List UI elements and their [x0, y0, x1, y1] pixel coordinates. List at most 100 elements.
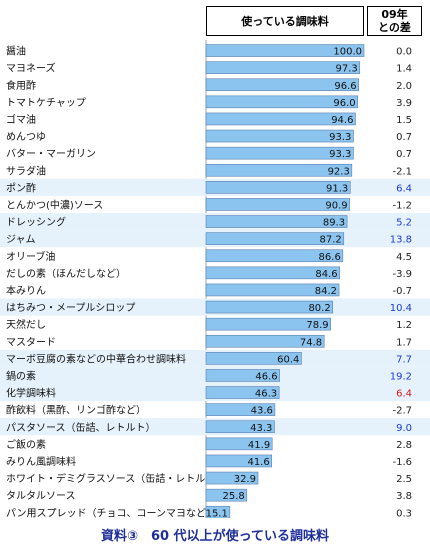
diff-value-label: 0.7: [396, 132, 412, 143]
bar-value-label: 90.9: [325, 200, 347, 211]
category-label: パン用スプレッド（チョコ、コーンマヨなど）: [6, 507, 216, 518]
category-label: 醤油: [6, 45, 26, 58]
bar-value-label: 96.6: [334, 81, 356, 92]
bar: [205, 78, 359, 92]
category-label: 化学調味料: [6, 387, 56, 400]
bar: [205, 420, 275, 434]
bar-value-label: 93.3: [329, 132, 351, 143]
diff-vs-2009-header: 09年 との差: [367, 6, 422, 36]
bar-value-label: 97.3: [335, 64, 357, 75]
diff-value-label: 0.3: [396, 508, 412, 518]
bar: [205, 403, 276, 416]
bar-value-label: 89.3: [323, 218, 345, 229]
diff-value-label: -2.1: [392, 166, 412, 177]
bar: [205, 454, 273, 468]
bar-value-label: 41.9: [248, 440, 270, 451]
bar: [205, 198, 350, 211]
bar: [205, 488, 248, 502]
diff-value-label: 19.2: [390, 371, 412, 382]
bar: [205, 163, 353, 177]
bar: [205, 386, 280, 399]
diff-value-label: -2.7: [392, 406, 412, 417]
category-label: トマトケチャップ: [6, 97, 86, 109]
diff-value-label: 0.0: [396, 47, 412, 58]
diff-value-label: 2.0: [396, 81, 412, 92]
diff-value-label: 6.4: [396, 183, 412, 194]
category-label: ご飯の素: [6, 438, 46, 451]
bar: [205, 61, 361, 74]
category-label: 酢飲料（黒酢、リンゴ酢など）: [6, 404, 146, 417]
diff-value-label: 6.4: [396, 389, 412, 400]
bar-value-label: 60.4: [277, 354, 299, 365]
bar: [205, 232, 345, 245]
bar-value-label: 93.3: [329, 149, 351, 160]
diff-value-label: -3.9: [392, 269, 412, 280]
category-label: マスタード: [6, 336, 56, 348]
bar: [205, 300, 334, 314]
category-label: ドレッシング: [6, 216, 66, 229]
diff-value-label: 13.8: [390, 235, 412, 246]
bar: [205, 95, 358, 109]
category-label: サラダ油: [6, 164, 46, 177]
diff-value-label: 9.0: [396, 423, 412, 434]
diff-value-label: 4.5: [396, 252, 412, 263]
bar: [205, 146, 354, 160]
diff-value-label: -1.2: [392, 200, 412, 211]
diff-value-label: -0.7: [392, 286, 412, 297]
category-label: マヨネーズ: [6, 62, 56, 75]
bar: [205, 334, 325, 348]
bar-value-label: 84.2: [315, 286, 337, 297]
category-label: だしの素（ほんだしなど）: [6, 267, 126, 280]
diff-value-label: 0.7: [396, 149, 412, 160]
diff-value-label: 5.2: [396, 218, 412, 229]
diff-value-label: 1.5: [396, 115, 412, 126]
diff-value-label: 1.7: [396, 337, 412, 348]
category-label: オリーブ油: [6, 250, 55, 263]
bar: [205, 317, 331, 331]
bar-value-label: 15.1: [206, 508, 228, 518]
bar: [205, 129, 354, 143]
bar: [205, 44, 365, 57]
bar-value-label: 96.0: [333, 98, 355, 109]
bar-value-label: 46.3: [255, 389, 277, 400]
bar: [205, 249, 344, 263]
seasoning-usage-chart: 醤油 100.0 0.0 マヨネーズ 97.3 1.4 食用酢 96.6 2.0 トマトケチャップ…: [0, 40, 430, 518]
category-label: パスタソース（缶詰、レトルト）: [6, 421, 156, 434]
diff-header-line1: 09年: [381, 8, 408, 21]
figure-caption: 資料③ 60 代以上が使っている調味料: [101, 529, 329, 544]
category-label: みりん風調味料: [6, 455, 76, 468]
diff-value-label: 3.9: [396, 98, 412, 109]
category-label: ジャム: [6, 234, 36, 246]
used-seasonings-header: 使っている調味料: [206, 6, 364, 36]
diff-value-label: 2.8: [396, 440, 412, 451]
category-label: とんかつ(中濃)ソース: [6, 198, 103, 211]
bar-value-label: 94.6: [331, 115, 353, 126]
bar-value-label: 41.6: [247, 457, 269, 468]
diff-value-label: 1.2: [396, 320, 412, 331]
used-seasonings-header-label: 使っている調味料: [241, 15, 329, 28]
diff-value-label: -1.6: [392, 457, 412, 468]
bar-value-label: 84.6: [315, 269, 337, 280]
diff-value-label: 7.7: [396, 354, 412, 365]
bar-value-label: 43.3: [250, 423, 272, 434]
category-label: 食用酢: [6, 79, 36, 92]
bar: [205, 369, 280, 382]
bar: [205, 266, 340, 280]
bar: [205, 471, 259, 485]
bar: [205, 112, 356, 126]
diff-value-label: 2.5: [396, 474, 412, 485]
diff-value-label: 3.8: [396, 491, 412, 502]
category-label: バター・マーガリン: [6, 148, 96, 160]
bar-value-label: 32.9: [234, 474, 256, 485]
category-label: めんつゆ: [6, 131, 46, 143]
bar-value-label: 100.0: [333, 47, 362, 58]
diff-value-label: 10.4: [390, 303, 412, 314]
category-label: タルタルソース: [6, 490, 76, 502]
category-label: 鍋の素: [6, 369, 36, 382]
category-label: ホワイト・デミグラスソース（缶詰・レトルト）: [6, 472, 225, 485]
diff-header-line2: との差: [378, 21, 411, 34]
bar-value-label: 86.6: [319, 252, 341, 263]
bar: [205, 215, 348, 228]
bar: [205, 437, 273, 451]
bar-value-label: 87.2: [320, 235, 342, 246]
